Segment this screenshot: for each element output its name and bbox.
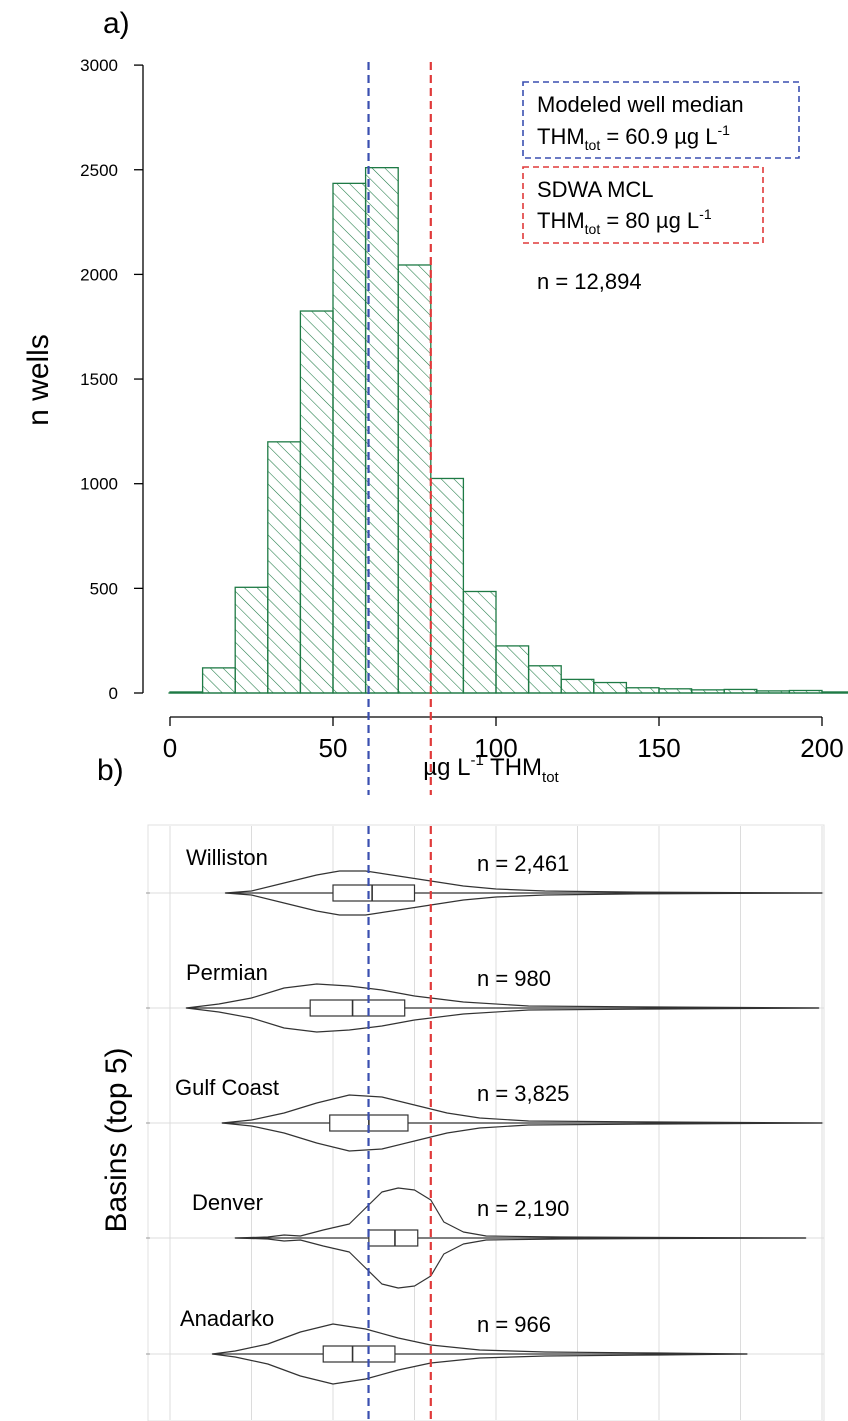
x-tick-label: 200 — [800, 733, 843, 763]
y-tick-label: 2000 — [80, 265, 118, 284]
basin-count-label: n = 966 — [477, 1312, 551, 1337]
x-tick-label: 50 — [319, 733, 348, 763]
y-tick-label: 500 — [90, 579, 118, 598]
histogram-bar — [462, 590, 497, 694]
basin-name-label: Denver — [192, 1190, 263, 1215]
histogram-bar — [234, 586, 269, 694]
histogram-bar — [560, 678, 595, 694]
y-tick-label: 1000 — [80, 475, 118, 494]
median-legend-value: THMtot = 60.9 µg L-1 — [537, 122, 730, 153]
mcl-legend-box — [522, 166, 764, 244]
histogram-y-axis-label: n wells — [22, 334, 55, 426]
histogram-bar — [397, 264, 432, 694]
panel-a-label: a) — [103, 7, 130, 40]
violin-panel: Williston n = 2,461 Permian n = 980 Gulf Coa… — [100, 824, 825, 1421]
histogram-bar — [625, 687, 660, 694]
histogram-bar — [593, 681, 628, 694]
mcl-legend-value: THMtot = 80 µg L-1 — [537, 206, 712, 237]
panel-b-label: b) — [97, 754, 124, 787]
basin-count-label: n = 2,190 — [477, 1196, 569, 1221]
histogram-bar — [299, 310, 334, 694]
histogram-panel: 0 500 1000 1500 2000 2500 3000 0 50 100 150 200 n w… — [22, 56, 848, 795]
histogram-bar — [332, 182, 367, 694]
x-tick-label: 100 — [474, 733, 517, 763]
histogram-bar — [267, 441, 302, 694]
histogram-bar — [527, 665, 562, 694]
violin-iqr-box — [332, 884, 416, 902]
violin-iqr-box — [368, 1229, 419, 1247]
basin-name-label: Gulf Coast — [175, 1075, 279, 1100]
basin-count-label: n = 3,825 — [477, 1081, 569, 1106]
basin-name-label: Anadarko — [180, 1306, 274, 1331]
basin-name-label: Williston — [186, 845, 268, 870]
basin-count-label: n = 980 — [477, 966, 551, 991]
y-tick-label: 2500 — [80, 161, 118, 180]
basin-name-label: Permian — [186, 960, 268, 985]
histogram-bar — [364, 167, 399, 694]
y-tick-label: 3000 — [80, 56, 118, 75]
histogram-x-axis-label: µg L-1 THMtot — [423, 752, 559, 786]
y-tick-label: 0 — [109, 684, 118, 703]
violin-iqr-box — [322, 1345, 396, 1363]
sample-count-label: n = 12,894 — [537, 269, 642, 294]
x-tick-label: 0 — [163, 733, 177, 763]
mcl-legend-title: SDWA MCL — [537, 177, 654, 202]
median-legend-box — [522, 81, 800, 159]
basin-count-label: n = 2,461 — [477, 851, 569, 876]
x-tick-label: 150 — [637, 733, 680, 763]
histogram-bar — [201, 667, 236, 694]
histogram-bar — [430, 477, 465, 694]
histogram-bar — [495, 645, 530, 694]
median-legend-title: Modeled well median — [537, 92, 744, 117]
violin-y-axis-label: Basins (top 5) — [100, 1047, 133, 1232]
y-tick-label: 1500 — [80, 370, 118, 389]
violin-iqr-box — [309, 999, 406, 1017]
